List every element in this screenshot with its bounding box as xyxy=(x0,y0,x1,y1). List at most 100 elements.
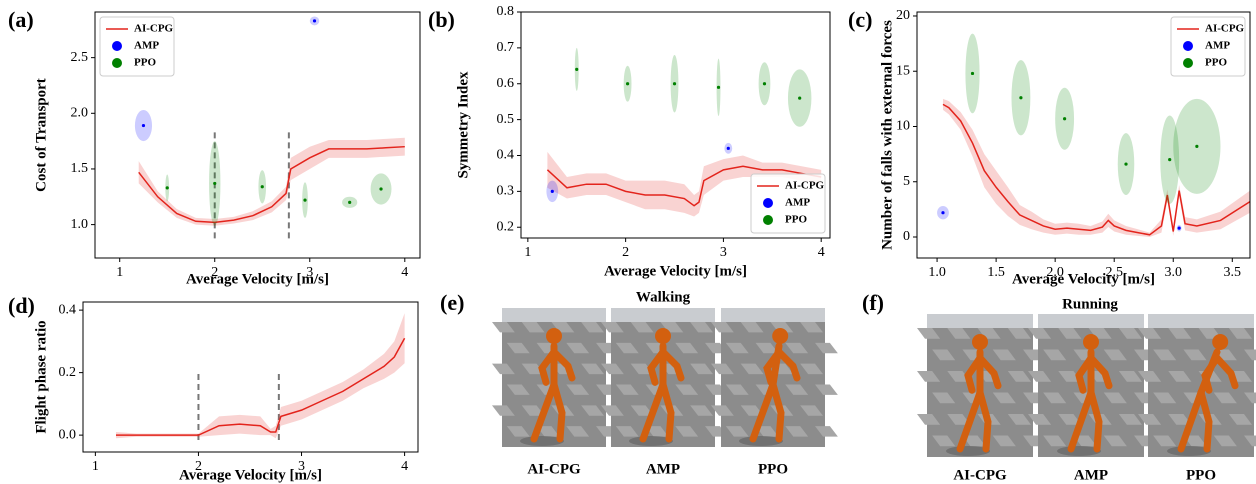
legend-label: AI-CPG xyxy=(1205,23,1245,35)
y-tick-label: 10 xyxy=(896,119,910,134)
x-axis-label: Average Velocity [m/s] xyxy=(604,263,747,279)
mean-point xyxy=(379,187,382,190)
x-tick-label: 4 xyxy=(401,459,408,474)
legend-marker xyxy=(763,198,773,208)
y-axis-label: Number of falls with external forces xyxy=(879,20,895,250)
snapshot xyxy=(917,314,1046,457)
x-tick-label: 3 xyxy=(298,459,305,474)
legend-label: AI-CPG xyxy=(785,180,825,192)
x-tick-label: 2.5 xyxy=(1105,265,1123,280)
figure: (a) Average Velocity [m/s] Cost of Transpo… xyxy=(0,0,1256,484)
mean-point xyxy=(1019,96,1022,99)
error-band xyxy=(139,138,405,226)
y-tick-label: 0.0 xyxy=(59,427,77,442)
image-caption: AMP xyxy=(646,461,680,477)
panel: (b)Average Velocity [m/s]Symmetry Index1… xyxy=(428,4,830,279)
y-tick-label: 0.2 xyxy=(497,219,515,234)
panel: (c) Average Velocity [m/s] Number of falls… xyxy=(848,7,1250,287)
x-tick-label: 2.0 xyxy=(1046,265,1064,280)
sky xyxy=(927,314,1033,328)
mean-point xyxy=(1168,158,1171,161)
snapshot xyxy=(492,308,619,447)
x-tick-label: 2 xyxy=(211,265,218,280)
mean-point xyxy=(261,185,264,188)
legend-marker xyxy=(1183,58,1193,68)
y-tick-label: 2.0 xyxy=(71,106,89,121)
sky xyxy=(502,308,606,322)
image-caption: AI-CPG xyxy=(527,461,581,477)
x-tick-label: 3 xyxy=(720,245,727,260)
image-caption: AI-CPG xyxy=(953,467,1007,483)
panel-label: (a) xyxy=(8,7,34,32)
y-tick-label: 15 xyxy=(896,63,910,78)
image-caption: PPO xyxy=(1186,467,1216,483)
legend-label: AMP xyxy=(785,197,810,209)
head xyxy=(972,334,988,350)
panel-label: (f) xyxy=(862,290,884,315)
mean-point xyxy=(1195,145,1198,148)
y-tick-label: 0.7 xyxy=(497,40,515,55)
mean-point xyxy=(971,72,974,75)
y-tick-label: 1.0 xyxy=(71,217,89,232)
legend-label: AMP xyxy=(134,40,159,52)
mean-point xyxy=(727,147,730,150)
mean-point xyxy=(1178,227,1181,230)
x-tick-label: 3 xyxy=(306,265,313,280)
head xyxy=(655,328,671,344)
x-tick-label: 1 xyxy=(524,245,531,260)
y-tick-label: 1.5 xyxy=(71,161,89,176)
head xyxy=(1083,334,1099,350)
sky xyxy=(721,308,825,322)
y-tick-label: 0.8 xyxy=(497,4,515,19)
x-tick-label: 1 xyxy=(92,459,99,474)
mean-point xyxy=(303,199,306,202)
sky xyxy=(611,308,715,322)
snapshot xyxy=(1138,314,1256,457)
snapshot xyxy=(711,308,838,447)
mean-point xyxy=(1124,162,1127,165)
x-tick-label: 3.5 xyxy=(1224,265,1242,280)
y-axis-label: Flight phase ratio xyxy=(33,320,49,433)
panel-title: Walking xyxy=(636,289,691,305)
x-tick-label: 2 xyxy=(622,245,629,260)
y-tick-label: 0.4 xyxy=(497,148,515,163)
x-axis-label: Average Velocity [m/s] xyxy=(1012,271,1155,287)
snapshot xyxy=(1028,314,1157,457)
panel-label: (d) xyxy=(8,293,35,318)
image-caption: AMP xyxy=(1074,467,1108,483)
mean-point xyxy=(717,86,720,89)
sky xyxy=(1148,314,1254,328)
y-axis-label: Cost of Transport xyxy=(33,78,49,192)
legend-label: PPO xyxy=(134,57,156,69)
x-tick-label: 2 xyxy=(195,459,202,474)
mean-point xyxy=(798,96,801,99)
y-tick-label: 0.2 xyxy=(59,365,77,380)
mean-point xyxy=(313,19,316,22)
legend-label: AMP xyxy=(1205,40,1230,52)
legend-marker xyxy=(763,215,773,225)
y-tick-label: 0.3 xyxy=(497,184,515,199)
y-tick-label: 5 xyxy=(903,174,910,189)
legend: AI-CPGAMPPPO xyxy=(100,17,174,76)
panel-label: (c) xyxy=(848,7,872,32)
legend: AI-CPG AMP PPO xyxy=(751,174,825,233)
legend-marker xyxy=(112,58,122,68)
plot-area xyxy=(135,16,405,238)
mean-point xyxy=(142,124,145,127)
mean-point xyxy=(1063,117,1066,120)
legend-marker xyxy=(112,41,122,51)
y-tick-label: 0 xyxy=(903,229,910,244)
panel-label: (b) xyxy=(428,7,455,32)
x-tick-label: 3.0 xyxy=(1164,265,1182,280)
mean-point xyxy=(763,82,766,85)
image-caption: PPO xyxy=(758,461,788,477)
mean-point xyxy=(575,68,578,71)
y-tick-label: 2.5 xyxy=(71,50,89,65)
sky xyxy=(1038,314,1144,328)
head xyxy=(1212,334,1228,350)
head xyxy=(772,328,788,344)
y-tick-label: 20 xyxy=(896,8,910,23)
error-band xyxy=(116,313,405,438)
legend-label: PPO xyxy=(785,214,807,226)
